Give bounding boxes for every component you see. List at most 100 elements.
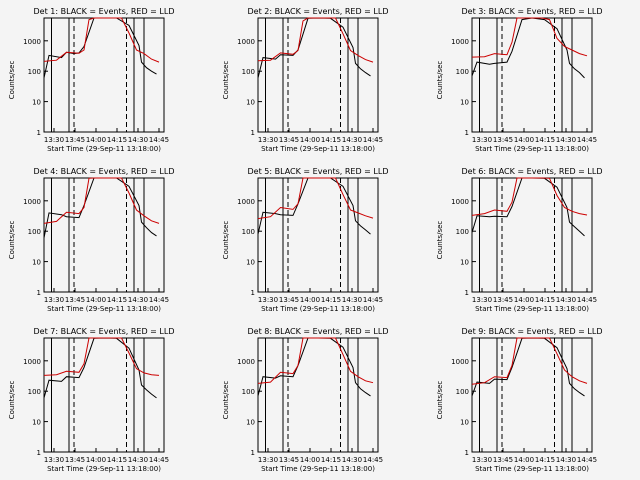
x-tick-label: 13:45 [279, 456, 299, 464]
y-tick-label: 1 [37, 289, 41, 297]
y-tick-label: 1 [37, 129, 41, 137]
x-axis-label: Start Time (29-Sep-11 13:18:00) [47, 465, 161, 473]
x-tick-label: 14:30 [342, 456, 362, 464]
series-events-line [471, 177, 585, 237]
x-tick-label: 14:00 [86, 136, 106, 144]
series-events-line [257, 17, 371, 79]
x-tick-label: 14:30 [556, 296, 576, 304]
chart-panel-3: Det 3: BLACK = Events, RED = LLD 1 10 100 10… [436, 7, 602, 153]
y-tick-label: 100 [456, 228, 469, 236]
x-tick-label: 14:45 [363, 296, 383, 304]
x-tick-label: 14:45 [363, 456, 383, 464]
y-tick-label: 10 [246, 419, 255, 427]
y-tick-label: 1 [465, 129, 469, 137]
series-lld-line [257, 177, 374, 220]
series-events-line [471, 337, 585, 397]
x-tick-label: 14:30 [342, 136, 362, 144]
plot-frame [257, 337, 379, 453]
series-lld-line [43, 177, 160, 224]
x-tick-label: 13:45 [279, 136, 299, 144]
x-tick-label: 13:45 [65, 296, 85, 304]
series-events-line [43, 177, 157, 238]
plot-frame [257, 17, 379, 133]
series-events-line [257, 337, 371, 397]
x-tick-label: 13:45 [65, 136, 85, 144]
x-tick-label: 14:00 [86, 456, 106, 464]
y-tick-label: 10 [32, 419, 41, 427]
plot-frame [257, 177, 379, 293]
series-events-line [257, 177, 371, 235]
x-tick-label: 14:45 [149, 456, 169, 464]
series-lld-line [471, 17, 588, 58]
plot-frame [471, 17, 593, 133]
x-axis-label: Start Time (29-Sep-11 13:18:00) [475, 305, 589, 313]
x-tick-label: 14:00 [300, 456, 320, 464]
y-tick-label: 1 [37, 449, 41, 457]
y-tick-label: 1000 [23, 358, 41, 366]
x-tick-label: 14:45 [363, 136, 383, 144]
series-events-line [43, 17, 157, 79]
y-tick-label: 100 [28, 68, 41, 76]
y-tick-label: 10 [460, 259, 469, 267]
x-tick-label: 14:15 [535, 136, 555, 144]
y-tick-label: 1 [251, 449, 255, 457]
x-tick-label: 14:15 [107, 456, 127, 464]
series-events-line [43, 337, 157, 399]
chart-title: Det 9: BLACK = Events, RED = LLD [462, 327, 603, 336]
x-axis-label: Start Time (29-Sep-11 13:18:00) [261, 145, 375, 153]
chart-panel-9: Det 9: BLACK = Events, RED = LLD 1 10 100 10… [436, 327, 602, 473]
chart-title: Det 1: BLACK = Events, RED = LLD [34, 7, 175, 16]
y-tick-label: 1000 [237, 38, 255, 46]
x-tick-label: 13:30 [472, 136, 492, 144]
x-tick-label: 13:30 [258, 136, 278, 144]
x-tick-label: 14:30 [128, 136, 148, 144]
chart-title: Det 4: BLACK = Events, RED = LLD [34, 167, 175, 176]
y-axis-label: Counts/sec [8, 381, 16, 420]
y-tick-label: 1000 [451, 198, 469, 206]
x-tick-label: 14:00 [300, 296, 320, 304]
x-tick-label: 14:15 [321, 136, 341, 144]
series-lld-line [43, 17, 160, 63]
x-tick-label: 14:00 [514, 296, 534, 304]
x-tick-label: 14:00 [86, 296, 106, 304]
chart-title: Det 6: BLACK = Events, RED = LLD [462, 167, 603, 176]
y-tick-label: 10 [32, 99, 41, 107]
y-tick-label: 1000 [451, 358, 469, 366]
series-lld-line [257, 17, 374, 63]
y-tick-label: 1000 [23, 198, 41, 206]
y-tick-label: 10 [460, 99, 469, 107]
x-tick-label: 14:00 [300, 136, 320, 144]
chart-title: Det 3: BLACK = Events, RED = LLD [462, 7, 603, 16]
x-tick-label: 13:30 [44, 456, 64, 464]
y-tick-label: 1 [465, 289, 469, 297]
x-tick-label: 13:30 [44, 296, 64, 304]
x-tick-label: 14:00 [514, 456, 534, 464]
chart-title: Det 8: BLACK = Events, RED = LLD [248, 327, 389, 336]
y-tick-label: 10 [32, 259, 41, 267]
chart-panel-2: Det 2: BLACK = Events, RED = LLD 1 10 100 10… [222, 7, 388, 153]
plot-frame [43, 177, 165, 293]
y-axis-label: Counts/sec [8, 61, 16, 100]
y-tick-label: 1 [251, 129, 255, 137]
plot-frame [471, 177, 593, 293]
chart-panel-8: Det 8: BLACK = Events, RED = LLD 1 10 100 10… [222, 327, 388, 473]
x-tick-label: 13:45 [493, 456, 513, 464]
x-tick-label: 14:45 [577, 296, 597, 304]
chart-panel-5: Det 5: BLACK = Events, RED = LLD 1 10 100 10… [222, 167, 388, 313]
y-axis-label: Counts/sec [436, 61, 444, 100]
x-axis-label: Start Time (29-Sep-11 13:18:00) [475, 145, 589, 153]
y-tick-label: 1000 [237, 358, 255, 366]
y-tick-label: 10 [460, 419, 469, 427]
x-tick-label: 14:45 [577, 136, 597, 144]
y-axis-label: Counts/sec [8, 221, 16, 260]
x-tick-label: 13:30 [472, 456, 492, 464]
x-tick-label: 14:45 [149, 296, 169, 304]
x-tick-label: 13:45 [65, 456, 85, 464]
y-tick-label: 1000 [23, 38, 41, 46]
x-axis-label: Start Time (29-Sep-11 13:18:00) [47, 305, 161, 313]
y-tick-label: 1 [251, 289, 255, 297]
x-tick-label: 13:45 [493, 136, 513, 144]
chart-title: Det 5: BLACK = Events, RED = LLD [248, 167, 389, 176]
x-axis-label: Start Time (29-Sep-11 13:18:00) [47, 145, 161, 153]
x-tick-label: 14:15 [321, 296, 341, 304]
